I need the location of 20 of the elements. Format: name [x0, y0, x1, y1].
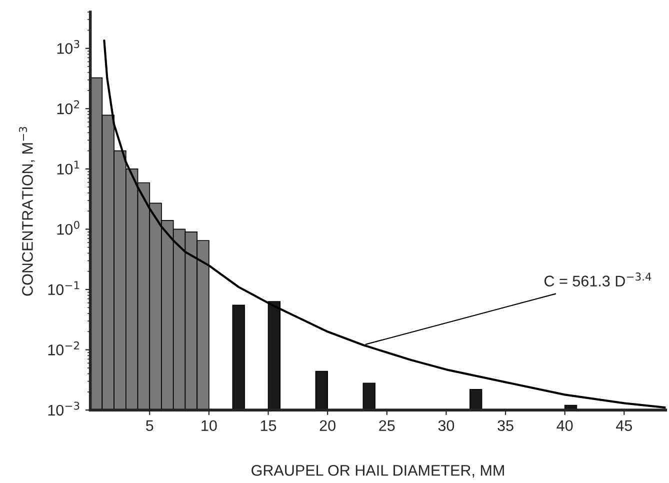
x-tick-label: 10	[202, 420, 217, 432]
x-tick-label: 45	[616, 420, 632, 432]
x-tick-label: 30	[438, 420, 454, 432]
x-tick-label: 35	[498, 420, 514, 432]
x-tick-label: 25	[379, 420, 395, 432]
y-tick-label: 10$^{2}$	[57, 100, 80, 114]
line-series	[103, 39, 666, 409]
y-tick-label: 10$^{−3}$	[48, 402, 80, 416]
y-tick-label: 10$^{0}$	[57, 220, 80, 235]
x-tick-label: 20	[320, 420, 336, 432]
y-axis-title: CONCENTRATION, M$^{−3}$	[18, 126, 35, 296]
y-tick-label: 10$^{−2}$	[48, 341, 79, 356]
x-tick-label: 15	[260, 420, 276, 432]
x-axis-title: GRAUPEL OR HAIL DIAMETER, MM	[252, 464, 504, 478]
y-tick-label: 10$^{1}$	[57, 160, 80, 175]
x-tick-label: 5	[146, 420, 154, 432]
annotation: C = 561.3 D$^{−3.4}$	[544, 272, 652, 286]
y-tick-label: 10$^{−1}$	[48, 281, 80, 296]
y-tick-label: 10$^{3}$	[57, 40, 80, 54]
x-tick-label: 40	[556, 420, 573, 432]
